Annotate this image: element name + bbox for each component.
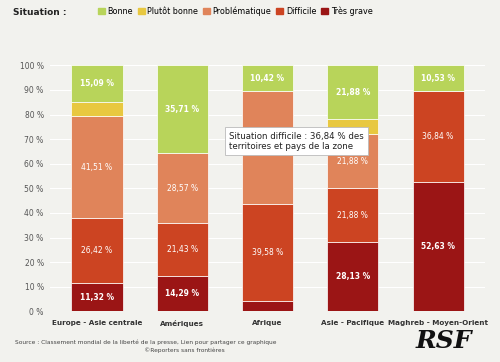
Text: 21,88 %: 21,88 % bbox=[338, 211, 368, 220]
Bar bbox=[412, 65, 464, 91]
Bar bbox=[72, 65, 122, 102]
Text: 14,29 %: 14,29 % bbox=[165, 289, 200, 298]
Legend: Bonne, Plutôt bonne, Problématique, Difficile, Très grave: Bonne, Plutôt bonne, Problématique, Diff… bbox=[98, 6, 372, 16]
Text: 35,71 %: 35,71 % bbox=[165, 105, 200, 114]
Text: 10,53 %: 10,53 % bbox=[421, 74, 455, 83]
Bar bbox=[156, 65, 208, 153]
Bar bbox=[72, 219, 122, 283]
Text: 39,58 %: 39,58 % bbox=[252, 248, 283, 257]
Bar bbox=[156, 223, 208, 276]
Bar bbox=[72, 116, 122, 219]
Text: 28,13 %: 28,13 % bbox=[336, 272, 370, 281]
Text: 11,32 %: 11,32 % bbox=[80, 293, 114, 302]
Bar bbox=[156, 153, 208, 223]
Text: 21,88 %: 21,88 % bbox=[338, 157, 368, 166]
Text: Source : Classement mondial de la liberté de la presse, Lien pour partager ce gr: Source : Classement mondial de la libert… bbox=[15, 340, 276, 353]
Bar bbox=[242, 204, 293, 301]
Text: Situation difficile : 36,84 % des
territoires et pays de la zone: Situation difficile : 36,84 % des territ… bbox=[229, 132, 364, 151]
Text: 28,57 %: 28,57 % bbox=[166, 184, 198, 193]
Text: 21,43 %: 21,43 % bbox=[166, 245, 198, 254]
Text: RSF: RSF bbox=[416, 329, 472, 353]
Bar bbox=[242, 91, 293, 204]
Bar bbox=[327, 188, 378, 242]
Text: 45,83 %: 45,83 % bbox=[252, 143, 283, 152]
Bar bbox=[327, 134, 378, 188]
Text: 21,88 %: 21,88 % bbox=[336, 88, 370, 97]
Text: 41,51 %: 41,51 % bbox=[82, 163, 112, 172]
Bar bbox=[327, 65, 378, 119]
Text: 15,09 %: 15,09 % bbox=[80, 79, 114, 88]
Bar bbox=[72, 102, 122, 116]
Bar bbox=[242, 65, 293, 91]
Bar bbox=[242, 301, 293, 311]
Text: 26,42 %: 26,42 % bbox=[82, 247, 112, 256]
Text: 52,63 %: 52,63 % bbox=[421, 242, 455, 251]
Text: 36,84 %: 36,84 % bbox=[422, 132, 454, 141]
Bar bbox=[156, 276, 208, 311]
Bar bbox=[327, 242, 378, 311]
Bar bbox=[72, 283, 122, 311]
Bar bbox=[412, 182, 464, 311]
Text: 10,42 %: 10,42 % bbox=[250, 73, 284, 83]
Bar bbox=[412, 91, 464, 182]
Bar bbox=[327, 119, 378, 134]
Text: Situation :: Situation : bbox=[13, 8, 70, 17]
